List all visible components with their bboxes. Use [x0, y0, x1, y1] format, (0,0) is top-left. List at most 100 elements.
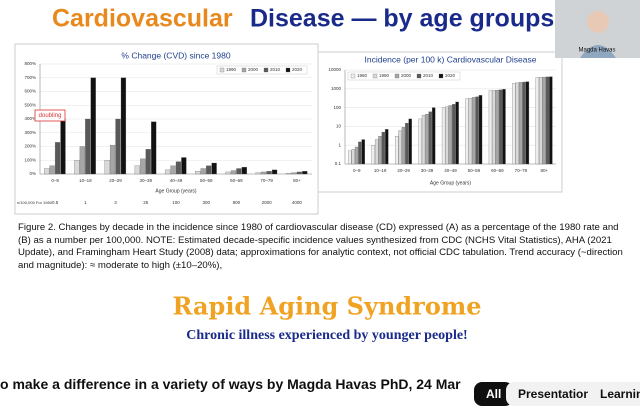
baseline-value: 3 — [114, 200, 117, 205]
bar — [354, 146, 359, 165]
bar — [385, 129, 389, 165]
bar — [408, 118, 412, 165]
bar — [378, 136, 382, 165]
chip[interactable]: Learning — [588, 382, 640, 406]
bar — [398, 130, 402, 165]
annotation-box — [34, 109, 66, 122]
y-tick-label: 1000 — [331, 86, 342, 91]
x-tick-label: 30–39 — [140, 178, 153, 183]
y-tick-label: 0.1 — [335, 161, 342, 166]
bar — [525, 81, 530, 165]
bar — [468, 97, 473, 165]
bar — [488, 90, 493, 165]
bar — [478, 95, 483, 165]
bar — [475, 96, 479, 165]
bar — [472, 97, 476, 165]
x-tick-label: 20–29 — [109, 178, 122, 183]
y-tick-label: 800% — [24, 61, 36, 66]
legend-box — [347, 71, 461, 81]
bar — [512, 82, 516, 165]
bar — [425, 113, 429, 165]
bar — [431, 107, 436, 165]
x-tick-label: 0–9 — [51, 178, 59, 183]
x-tick-label: 70–79 — [515, 168, 528, 173]
bar — [518, 82, 523, 165]
headline: Rapid Aging Syndrome — [172, 292, 481, 321]
bar — [361, 139, 365, 165]
chart-title: % Change (CVD) since 1980 — [121, 50, 230, 60]
bar — [115, 118, 121, 175]
legend-label: 2010 — [423, 73, 434, 78]
bar — [351, 149, 355, 165]
bar — [90, 77, 96, 175]
legend-label: 2000 — [401, 73, 412, 78]
y-tick-label: 0% — [29, 171, 36, 176]
x-tick-label: 60–69 — [491, 168, 504, 173]
bar — [535, 77, 540, 165]
bar — [428, 111, 432, 165]
bar — [358, 141, 362, 165]
x-axis-label: Age Group (years) — [430, 180, 471, 186]
bar — [371, 145, 375, 165]
x-tick-label: 20–29 — [397, 168, 410, 173]
x-tick-label: 30–39 — [421, 168, 434, 173]
baseline-value: 800 — [233, 200, 241, 205]
bar — [452, 104, 456, 165]
x-tick-label: 0–9 — [353, 168, 361, 173]
bar — [421, 114, 426, 165]
bar — [181, 157, 187, 175]
bar — [445, 106, 449, 165]
bar — [79, 146, 85, 175]
x-tick-label: 80+ — [293, 178, 301, 183]
bar — [175, 161, 182, 175]
bar — [539, 77, 543, 165]
bar — [225, 171, 231, 175]
x-tick-label: 10–19 — [79, 178, 92, 183]
baseline-value: 2000 — [262, 200, 273, 205]
y-tick-label: 700% — [24, 75, 36, 80]
y-tick-label: 10 — [336, 124, 342, 129]
bar — [492, 90, 496, 165]
bar — [296, 171, 302, 175]
x-tick-label: 40–49 — [444, 168, 457, 173]
legend-swatch — [350, 73, 356, 79]
x-tick-label: 50–59 — [468, 168, 481, 173]
x-tick-label: 70–79 — [260, 178, 273, 183]
bar — [455, 101, 459, 165]
legend-label: 2000 — [248, 67, 259, 72]
bar — [545, 76, 550, 165]
bar — [441, 107, 446, 165]
bar — [60, 118, 66, 175]
bar — [255, 172, 261, 175]
bar — [211, 162, 217, 175]
webcam-face — [587, 11, 609, 33]
baseline-value: 4000 — [292, 200, 303, 205]
legend-swatch — [285, 67, 291, 73]
bar — [164, 169, 171, 175]
bar — [515, 82, 519, 165]
y-tick-label: 10000 — [328, 67, 341, 72]
baseline-value: 25 — [143, 200, 149, 205]
bar — [502, 89, 506, 165]
bar — [74, 160, 80, 175]
bar — [44, 168, 50, 175]
bar — [134, 165, 140, 175]
bar — [271, 169, 278, 175]
bar — [266, 171, 272, 175]
figure-caption: Figure 2. Changes by decade in the incid… — [18, 222, 623, 271]
bar — [495, 89, 499, 165]
annotation: doubling — [39, 113, 62, 119]
y-tick-label: 200% — [24, 144, 36, 149]
bar — [542, 76, 546, 165]
legend-swatch — [394, 73, 400, 79]
speaker-name: Magda Havas — [578, 48, 615, 54]
bar — [104, 160, 110, 175]
legend-label: 2020 — [445, 73, 456, 78]
bar — [302, 171, 308, 175]
x-tick-label: 50–59 — [200, 178, 213, 183]
y-tick-label: 600% — [24, 89, 36, 94]
bar — [348, 150, 352, 165]
bar — [200, 168, 206, 175]
